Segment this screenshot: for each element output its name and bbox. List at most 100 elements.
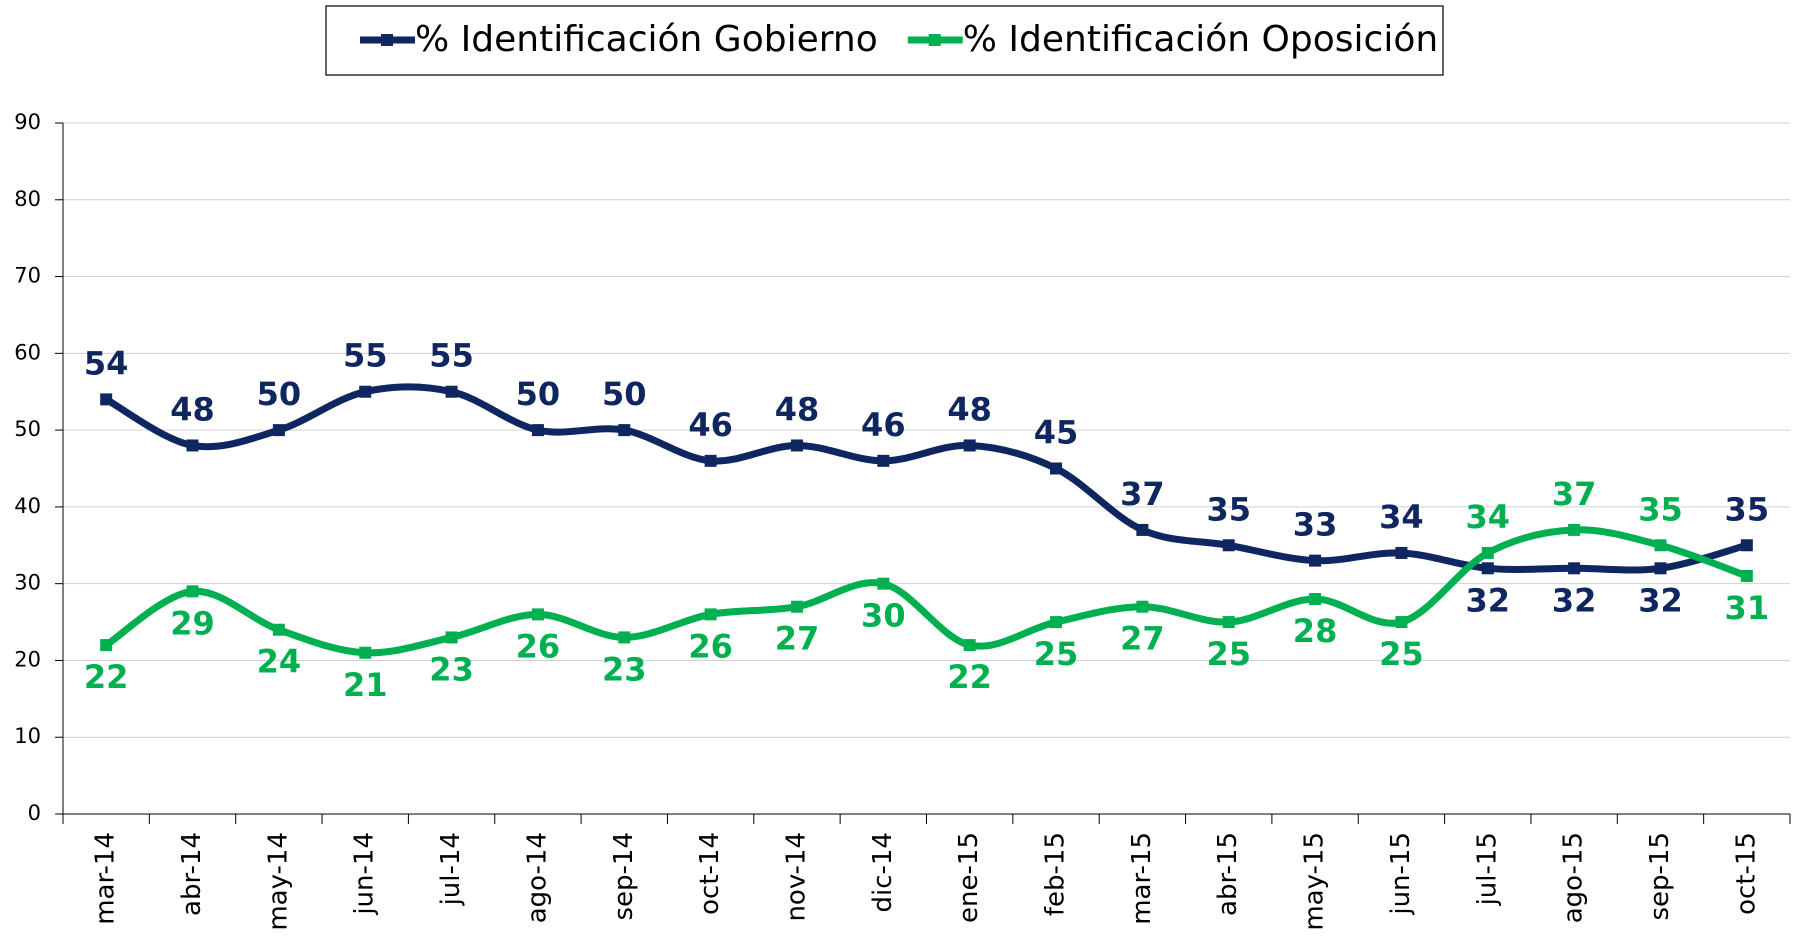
data-label: 26 (688, 627, 733, 665)
data-label: 35 (1638, 490, 1683, 528)
data-label: 23 (602, 650, 647, 688)
x-tick-label: nov-14 (781, 832, 811, 922)
data-label: 48 (170, 390, 215, 428)
point-marker (1568, 562, 1581, 575)
y-tick-label: 80 (14, 187, 41, 211)
data-label: 29 (170, 604, 215, 642)
data-label: 26 (516, 627, 561, 665)
legend-marker (928, 34, 941, 46)
x-tick-label: ago-14 (522, 832, 552, 923)
point-marker (1654, 539, 1667, 552)
x-tick-label: jun-15 (1386, 832, 1416, 916)
point-marker (1136, 523, 1149, 536)
x-tick-label: may-15 (1300, 832, 1330, 931)
data-label: 28 (1293, 612, 1338, 650)
y-tick-label: 60 (14, 340, 41, 364)
x-tick-label: ago-15 (1559, 832, 1589, 923)
point-marker (100, 639, 113, 652)
point-marker (1395, 616, 1408, 629)
data-label: 46 (861, 406, 906, 444)
data-label: 27 (1120, 620, 1165, 658)
point-marker (1309, 593, 1322, 606)
point-marker (531, 608, 544, 621)
y-tick-label: 30 (14, 571, 41, 595)
point-marker (1740, 539, 1753, 552)
data-label: 25 (1034, 635, 1079, 673)
x-tick-label: may-14 (263, 832, 293, 931)
point-marker (186, 439, 199, 452)
x-tick-label: oct-15 (1731, 832, 1761, 915)
point-marker (963, 439, 976, 452)
point-marker (100, 393, 113, 406)
data-label: 45 (1034, 414, 1079, 452)
y-tick-label: 0 (28, 801, 41, 825)
y-tick-label: 70 (14, 264, 41, 288)
point-marker (790, 600, 803, 613)
point-marker (1481, 546, 1494, 559)
data-label: 31 (1725, 589, 1770, 627)
point-marker (704, 454, 717, 467)
x-tick-label: dic-14 (868, 832, 898, 913)
x-tick-label: mar-14 (91, 832, 121, 925)
data-label: 23 (429, 650, 474, 688)
point-marker (272, 424, 285, 437)
y-tick-label: 10 (14, 724, 41, 748)
point-marker (1050, 462, 1063, 475)
data-label: 33 (1293, 506, 1338, 544)
point-marker (1481, 562, 1494, 575)
y-tick-label: 50 (14, 417, 41, 441)
legend-label: % Identificación Oposición (963, 19, 1438, 60)
point-marker (1740, 569, 1753, 582)
y-tick-label: 20 (14, 647, 41, 671)
point-marker (877, 454, 890, 467)
data-label: 55 (343, 337, 388, 375)
x-tick-label: abr-15 (1213, 832, 1243, 916)
data-label: 46 (688, 406, 733, 444)
y-tick-label: 40 (14, 494, 41, 518)
point-marker (618, 424, 631, 437)
data-label: 48 (947, 390, 992, 428)
x-tick-label: sep-15 (1645, 832, 1675, 921)
data-label: 32 (1552, 581, 1597, 619)
series-line (104, 383, 1748, 574)
point-marker (445, 385, 458, 398)
point-marker (618, 631, 631, 644)
data-label: 30 (861, 597, 906, 635)
point-marker (963, 639, 976, 652)
point-marker (1222, 539, 1235, 552)
point-marker (1568, 523, 1581, 536)
data-label: 25 (1379, 635, 1424, 673)
data-label: 34 (1466, 498, 1511, 536)
data-label: 35 (1206, 490, 1251, 528)
point-marker (790, 439, 803, 452)
data-label: 22 (947, 658, 992, 696)
point-marker (445, 631, 458, 644)
x-tick-label: jul-15 (1472, 832, 1502, 906)
data-label: 21 (343, 666, 388, 704)
x-tick-label: oct-14 (695, 832, 725, 915)
y-tick-label: 90 (14, 110, 41, 134)
x-tick-label: ene-15 (954, 832, 984, 923)
data-label: 50 (257, 375, 302, 413)
point-marker (1395, 546, 1408, 559)
x-tick-label: jun-14 (350, 832, 380, 916)
x-tick-label: mar-15 (1127, 832, 1157, 925)
legend-marker (381, 34, 393, 46)
x-tick-label: feb-15 (1041, 832, 1071, 916)
x-tick-label: sep-14 (609, 832, 639, 921)
data-label: 27 (775, 620, 820, 658)
data-label: 25 (1206, 635, 1251, 673)
point-marker (1309, 554, 1322, 567)
point-marker (359, 385, 372, 398)
point-marker (704, 608, 717, 621)
data-label: 32 (1466, 581, 1511, 619)
point-marker (531, 424, 544, 437)
data-label: 48 (775, 390, 820, 428)
legend-box (325, 5, 1444, 76)
legend-label: % Identificación Gobierno (415, 19, 878, 60)
x-tick-label: abr-14 (177, 832, 207, 916)
point-marker (877, 577, 890, 590)
data-label: 37 (1552, 475, 1597, 513)
point-marker (1654, 562, 1667, 575)
